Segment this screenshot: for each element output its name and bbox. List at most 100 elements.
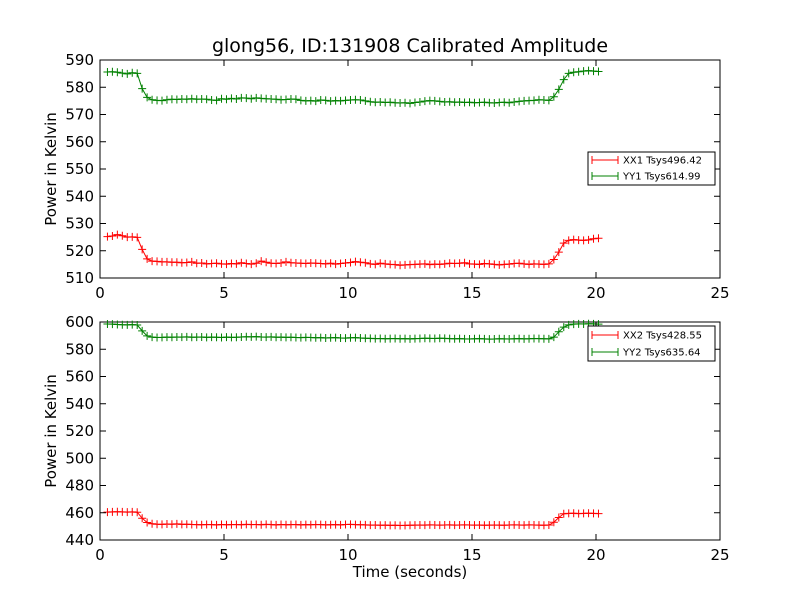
y-tick-label-bottom: 440 (65, 531, 94, 549)
data-point-top-0 (277, 259, 286, 268)
data-point-top-1 (574, 67, 583, 76)
data-point-top-1 (187, 94, 196, 103)
data-point-top-0 (549, 255, 558, 264)
x-tick-label-top: 5 (219, 284, 229, 302)
data-point-top-1 (366, 97, 375, 106)
data-point-top-0 (569, 235, 578, 244)
legend-marker-yy1 (591, 172, 619, 180)
data-point-top-1 (138, 84, 147, 93)
data-point-top-1 (336, 96, 345, 105)
data-point-bottom-1 (133, 320, 142, 329)
y-tick-label-top: 560 (65, 133, 94, 151)
data-point-top-0 (232, 259, 241, 268)
data-point-top-1 (445, 97, 454, 106)
data-point-top-0 (237, 258, 246, 267)
data-point-top-1 (480, 98, 489, 107)
data-point-top-0 (282, 257, 290, 266)
data-point-top-1 (406, 99, 414, 108)
data-point-top-1 (455, 97, 464, 106)
data-point-top-1 (143, 93, 152, 102)
data-point-top-0 (262, 258, 271, 267)
data-point-bottom-0 (594, 509, 603, 518)
data-point-top-0 (371, 260, 380, 269)
data-point-top-1 (212, 96, 221, 105)
data-point-top-1 (530, 96, 538, 105)
data-point-top-0 (455, 259, 464, 268)
legend-top: XX1 Tsys496.42 YY1 Tsys614.99 (587, 151, 716, 186)
data-point-top-0 (133, 233, 142, 242)
data-point-top-0 (564, 236, 573, 245)
data-point-bottom-0 (133, 508, 142, 517)
data-point-top-1 (376, 97, 385, 106)
legend-marker-xx1 (591, 156, 619, 164)
y-axis-label-top: Power in Kelvin (42, 112, 60, 226)
data-point-top-0 (420, 259, 429, 268)
y-tick-label-bottom: 560 (65, 368, 94, 386)
data-point-top-0 (272, 259, 281, 268)
data-point-top-0 (525, 260, 534, 269)
data-point-top-0 (505, 260, 514, 269)
data-point-top-0 (539, 260, 548, 269)
y-tick-label-top: 550 (65, 160, 94, 178)
data-point-top-0 (242, 259, 251, 268)
data-point-top-0 (361, 258, 370, 267)
data-point-top-1 (415, 97, 424, 106)
data-point-top-1 (584, 66, 593, 75)
x-axis-label: Time (seconds) (352, 563, 468, 581)
data-point-top-1 (435, 97, 444, 106)
data-point-bottom-1 (138, 326, 147, 335)
y-tick-label-top: 540 (65, 187, 94, 205)
data-point-top-0 (153, 257, 162, 266)
data-point-top-1 (564, 69, 573, 78)
data-point-top-0 (515, 259, 524, 268)
y-tick-label-bottom: 600 (65, 313, 94, 331)
data-point-bottom-1 (559, 323, 568, 332)
data-point-top-1 (490, 99, 499, 108)
data-point-bottom-1 (564, 320, 573, 329)
data-point-bottom-1 (143, 331, 152, 340)
data-point-top-1 (118, 69, 127, 78)
data-point-top-1 (242, 94, 251, 103)
data-point-top-0 (366, 259, 375, 268)
legend-label-xx1: XX1 Tsys496.42 (623, 156, 702, 167)
tick-layer-bottom: 0 5 10 15 20 25 440 460 480 500 520 540 560 580 600 (65, 313, 729, 564)
legend-frame-bottom (587, 325, 716, 362)
series-layer-top (103, 66, 603, 270)
data-point-top-0 (187, 257, 196, 266)
data-point-top-0 (247, 260, 256, 269)
data-point-bottom-0 (544, 521, 553, 530)
data-point-top-0 (113, 230, 122, 239)
data-point-top-0 (172, 258, 181, 267)
data-point-top-1 (579, 67, 588, 76)
data-point-top-1 (133, 69, 142, 78)
data-point-top-0 (182, 258, 191, 267)
data-point-top-0 (118, 231, 127, 240)
data-point-top-0 (103, 232, 112, 241)
data-point-top-0 (490, 260, 499, 269)
y-tick-label-top: 580 (65, 78, 94, 96)
data-point-top-0 (257, 257, 266, 266)
data-point-top-0 (108, 232, 117, 241)
data-point-top-1 (559, 75, 568, 84)
y-tick-label-top: 530 (65, 215, 94, 233)
data-point-top-1 (128, 68, 137, 77)
x-tick-label-top: 25 (710, 284, 729, 302)
data-point-top-1 (252, 93, 261, 102)
data-point-top-1 (326, 97, 335, 106)
data-point-top-0 (346, 258, 355, 267)
x-tick-label-top: 15 (462, 284, 481, 302)
data-point-top-1 (569, 68, 578, 77)
data-point-top-1 (554, 85, 563, 94)
legend-marker-yy2 (591, 348, 619, 356)
x-tick-label-bottom: 0 (95, 546, 105, 564)
data-point-top-1 (272, 95, 281, 104)
data-point-top-1 (182, 95, 191, 104)
data-point-top-1 (410, 98, 419, 107)
data-point-top-0 (579, 236, 588, 245)
chart-title: glong56, ID:131908 Calibrated Amplitude (212, 35, 608, 57)
data-point-top-1 (202, 95, 211, 104)
data-point-top-1 (108, 67, 117, 76)
data-point-bottom-0 (554, 513, 563, 522)
x-tick-label-bottom: 15 (462, 546, 481, 564)
